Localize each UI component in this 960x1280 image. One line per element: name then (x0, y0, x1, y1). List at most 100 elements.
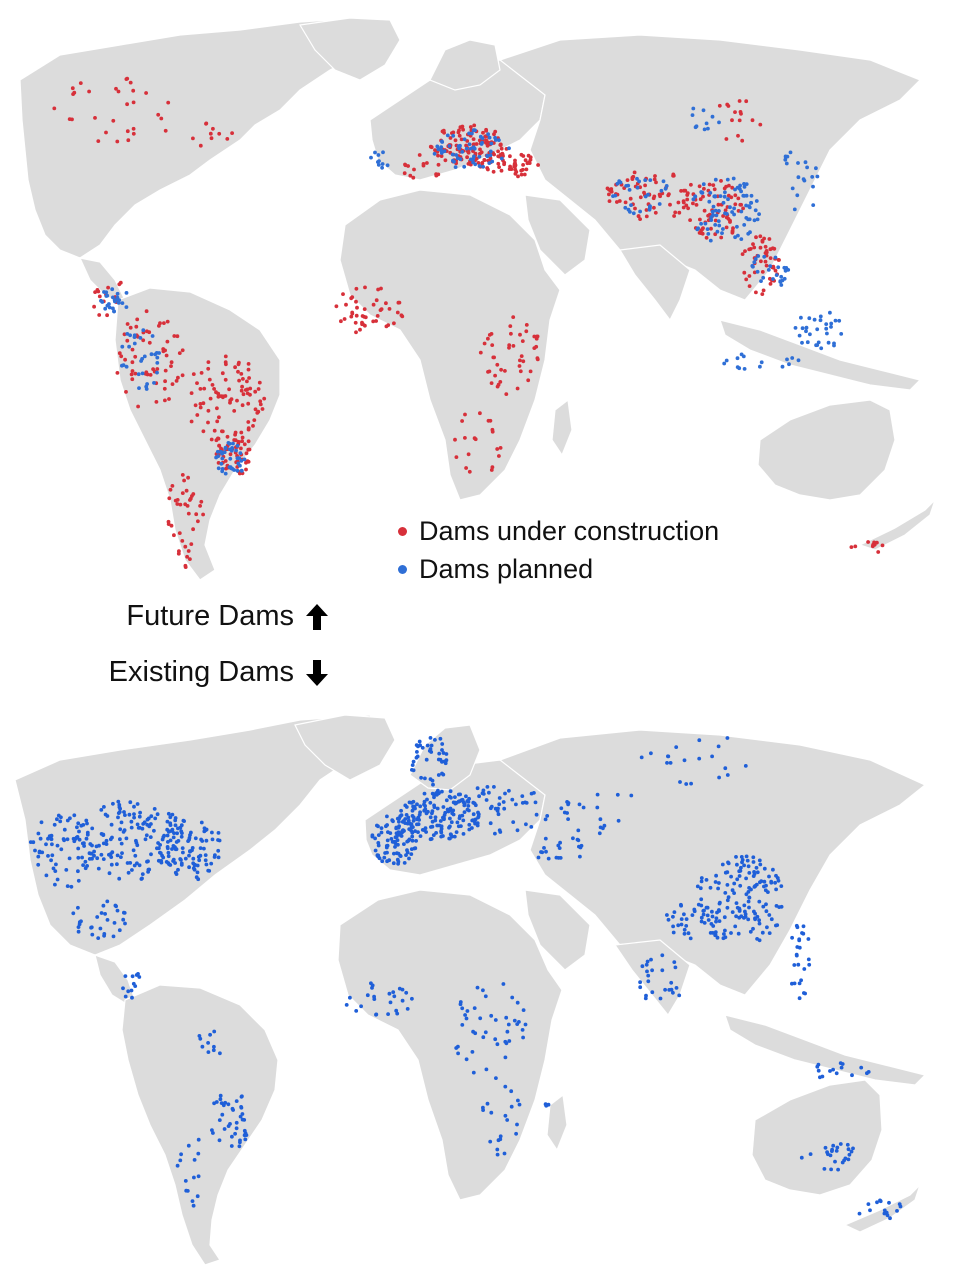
dam-marker (72, 90, 77, 95)
dam-marker (826, 340, 831, 345)
dam-marker (115, 371, 120, 375)
dam-marker (183, 856, 188, 861)
dam-marker (122, 910, 126, 915)
dam-marker (429, 743, 434, 748)
dam-marker (504, 1015, 509, 1020)
dam-marker (476, 161, 481, 165)
dam-marker (440, 742, 445, 746)
dam-marker (742, 182, 746, 186)
dam-marker (218, 1093, 223, 1098)
dam-marker (534, 344, 539, 349)
dam-marker (416, 830, 420, 834)
dam-marker (475, 821, 480, 825)
dam-marker (187, 865, 192, 870)
dam-marker (453, 138, 458, 143)
dam-marker (78, 81, 83, 85)
dam-marker (203, 858, 208, 863)
dam-marker (743, 764, 748, 768)
dam-marker (708, 885, 713, 890)
dam-marker (180, 846, 185, 850)
dam-marker (460, 797, 465, 802)
dam-marker (722, 194, 727, 199)
dam-marker (602, 823, 607, 828)
dam-marker (489, 141, 494, 146)
dam-marker (104, 290, 109, 295)
dam-marker (679, 917, 684, 921)
dam-marker (210, 1128, 214, 1132)
dam-marker (33, 848, 37, 853)
dam-marker (166, 100, 171, 105)
dam-marker (418, 804, 423, 809)
dam-marker (120, 363, 124, 368)
dam-marker (623, 205, 628, 210)
dam-marker (478, 151, 482, 156)
dam-marker (668, 761, 673, 765)
dam-marker (349, 296, 354, 301)
dam-marker (422, 791, 427, 796)
dam-marker (144, 370, 149, 375)
dam-marker (725, 736, 730, 740)
dam-marker (486, 132, 490, 137)
dam-marker (828, 1069, 832, 1073)
dam-marker (521, 163, 525, 167)
dam-marker (176, 839, 181, 843)
dam-marker (717, 120, 721, 125)
dam-marker (415, 822, 419, 827)
dam-marker (44, 842, 48, 847)
dam-marker (642, 190, 646, 195)
dam-marker (713, 232, 718, 237)
dam-marker (397, 300, 402, 305)
dam-marker (759, 879, 764, 884)
dam-marker (762, 884, 766, 889)
dam-marker (796, 175, 801, 180)
dam-marker (534, 812, 539, 817)
dam-marker (490, 343, 495, 347)
dam-marker (122, 828, 127, 833)
dam-marker (223, 377, 228, 382)
dam-marker (235, 443, 240, 448)
dam-marker (673, 210, 678, 215)
dam-marker (773, 880, 777, 885)
dam-marker (385, 838, 390, 843)
dam-marker (246, 420, 251, 424)
dam-marker (438, 819, 443, 823)
dam-marker (95, 288, 100, 292)
existing-dams-label: Existing Dams (109, 656, 330, 689)
dam-marker (866, 1202, 871, 1206)
dam-marker (696, 226, 700, 231)
dam-marker (471, 1029, 475, 1034)
dam-marker (128, 800, 133, 805)
dam-marker (579, 843, 584, 848)
dam-marker (376, 841, 381, 845)
dam-marker (94, 844, 99, 849)
dam-marker (95, 856, 100, 861)
dam-marker (819, 346, 824, 351)
dam-marker (125, 322, 130, 326)
dam-marker (597, 831, 602, 836)
dam-marker (198, 405, 203, 410)
dam-marker (243, 1137, 248, 1142)
dam-marker (618, 180, 623, 185)
dam-marker (385, 814, 389, 819)
dam-marker (491, 169, 496, 174)
dam-marker (787, 362, 791, 367)
dam-marker (519, 152, 524, 157)
dam-marker (458, 125, 463, 129)
dam-marker (503, 1084, 508, 1089)
dam-marker (806, 957, 811, 962)
dam-marker (857, 1211, 862, 1216)
dam-marker (665, 761, 669, 765)
dam-marker (102, 932, 107, 936)
dam-marker (451, 158, 455, 163)
dam-marker (755, 217, 760, 222)
dam-marker (155, 370, 159, 375)
dam-marker (638, 195, 643, 200)
dam-marker (385, 823, 389, 827)
dam-marker (497, 802, 502, 807)
dam-marker (693, 194, 698, 199)
dam-marker (188, 498, 192, 502)
dam-marker (115, 139, 120, 144)
dam-marker (245, 387, 250, 392)
dam-marker (467, 131, 471, 136)
dam-marker (241, 377, 245, 381)
